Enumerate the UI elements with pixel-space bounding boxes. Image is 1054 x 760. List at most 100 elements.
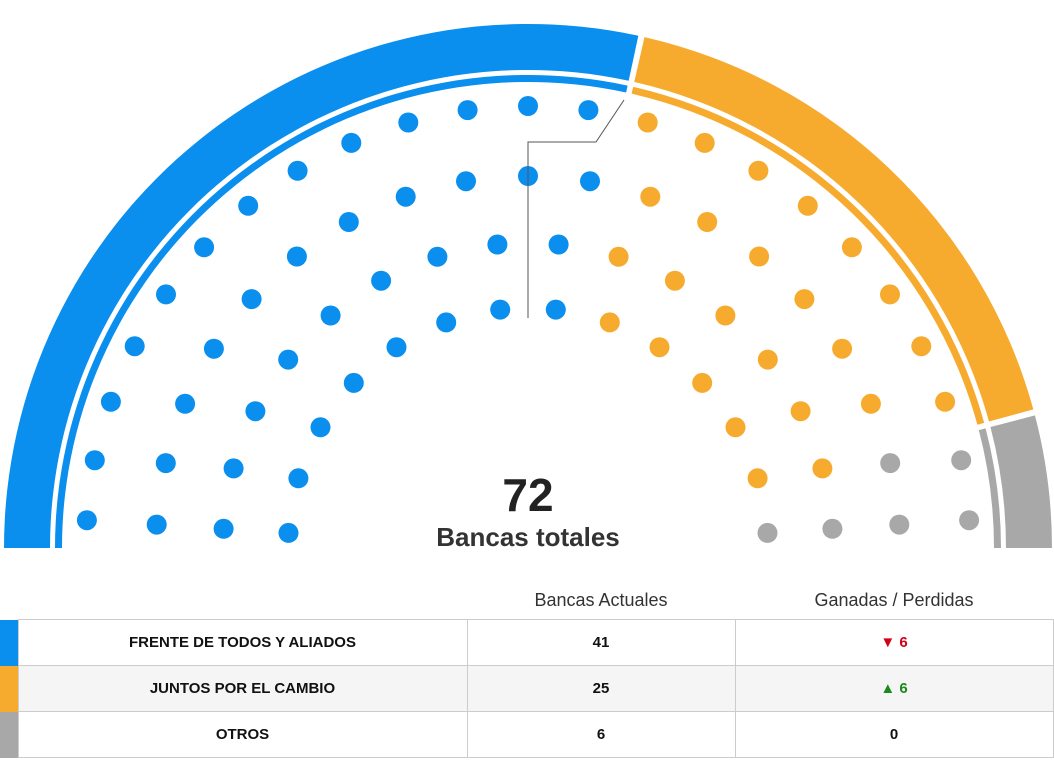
seat-dot-fdt [320,305,341,326]
total-seats-number: 72 [502,469,553,521]
seat-dots [76,96,980,543]
seat-dot-fdt [156,284,176,305]
seat-dot-fdt [456,171,476,192]
table-row: OTROS 6 0 [0,711,1054,758]
change-value: 6 [899,680,908,697]
parliament-chart: 72 Bancas totales [4,24,1052,552]
seat-dot-fdt [386,337,407,358]
seat-dot-fdt [371,270,392,291]
seat-dot-fdt [548,234,569,255]
change-value: 6 [899,634,908,651]
party-color-swatch [0,711,18,758]
party-color-swatch [0,619,18,666]
seat-change: 0 [734,711,1054,758]
seat-dot-jxc [757,349,778,370]
seat-dot-fdt [518,96,538,116]
seat-dot-jxc [599,312,620,333]
seat-dot-fdt [175,393,196,414]
seat-dot-fdt [287,160,308,181]
seat-dot-jxc [880,284,900,305]
seat-dot-jxc [790,401,811,422]
seat-dot-fdt [223,458,244,479]
seat-dot-fdt [341,132,362,153]
inner-arc-ring [55,74,1001,549]
seat-dot-jxc [664,270,685,291]
table-row: JUNTOS POR EL CAMBIO 25 ▲ 6 [0,665,1054,712]
seat-dot-otros [757,522,778,543]
seat-dot-jxc [637,112,658,133]
seat-change: ▼ 6 [734,619,1054,666]
seat-dot-jxc [797,195,818,216]
seat-dot-fdt [338,212,359,232]
seat-dot-jxc [841,237,862,258]
seat-dot-fdt [213,518,234,539]
party-name: FRENTE DE TODOS Y ALIADOS [17,619,468,666]
seat-change: ▲ 6 [734,665,1054,712]
seat-dot-jxc [794,289,815,310]
seat-dot-fdt [278,349,299,370]
seat-dot-otros [880,453,901,474]
seat-dot-jxc [748,160,769,181]
seat-dot-fdt [578,100,599,121]
seat-dot-fdt [76,510,97,531]
seat-dot-fdt [310,417,331,438]
change-value: 0 [889,726,899,743]
seat-dot-otros [959,510,980,531]
seat-dot-fdt [395,186,416,207]
seat-dot-jxc [832,338,853,359]
seat-dot-jxc [911,336,932,357]
party-color-swatch [0,665,18,712]
seat-dot-fdt [286,246,307,267]
seat-dot-fdt [100,391,121,412]
seat-dot-fdt [245,401,266,422]
seat-dot-fdt [580,171,600,192]
seat-dot-jxc [640,186,661,207]
seat-dot-jxc [694,132,715,153]
seat-dot-jxc [649,337,670,358]
arrow-down-icon: ▼ [880,634,896,651]
seat-dot-jxc [608,246,629,267]
seats-table: FRENTE DE TODOS Y ALIADOS 41 ▼ 6 JUNTOS … [0,619,1054,758]
seat-dot-fdt [487,234,508,255]
seat-dot-fdt [343,372,364,393]
seat-dot-jxc [725,417,746,438]
seat-dot-otros [951,450,972,471]
header-bancas-actuales: Bancas Actuales [534,590,668,610]
current-seats: 6 [466,711,736,758]
seat-dot-jxc [935,391,956,412]
header-ganadas-perdidas: Ganadas / Perdidas [814,590,974,610]
current-seats: 41 [466,619,736,666]
seat-dot-fdt [84,450,105,471]
seat-dot-fdt [278,522,299,543]
seat-dot-otros [822,518,843,539]
seat-dot-fdt [457,100,478,121]
seat-dot-fdt [203,338,224,359]
total-seats-label: Bancas totales [436,522,620,552]
seat-dot-fdt [155,453,176,474]
inner-arc-otros [978,428,1001,548]
seat-dot-fdt [398,112,419,133]
seat-dot-jxc [692,372,713,393]
current-seats: 25 [466,665,736,712]
seat-dot-jxc [812,458,833,479]
party-name: JUNTOS POR EL CAMBIO [17,665,468,712]
arrow-up-icon: ▲ [880,680,896,697]
table-row: FRENTE DE TODOS Y ALIADOS 41 ▼ 6 [0,619,1054,666]
seat-dot-fdt [194,237,215,258]
seat-dot-fdt [146,514,167,535]
party-name: OTROS [17,711,468,758]
seat-dot-fdt [427,246,448,267]
seat-dot-jxc [697,212,718,232]
seat-dot-fdt [238,195,259,216]
seat-dot-fdt [241,289,262,310]
majority-line [527,99,625,318]
outer-arc-jxc [634,37,1034,422]
seat-dot-jxc [715,305,736,326]
seat-dot-jxc [747,468,768,489]
seat-dot-fdt [288,468,309,489]
seat-dot-otros [889,514,910,535]
seat-dot-fdt [490,299,511,320]
seat-dot-fdt [436,312,457,333]
outer-arc-ring [4,24,1052,548]
seat-dot-fdt [545,299,566,320]
